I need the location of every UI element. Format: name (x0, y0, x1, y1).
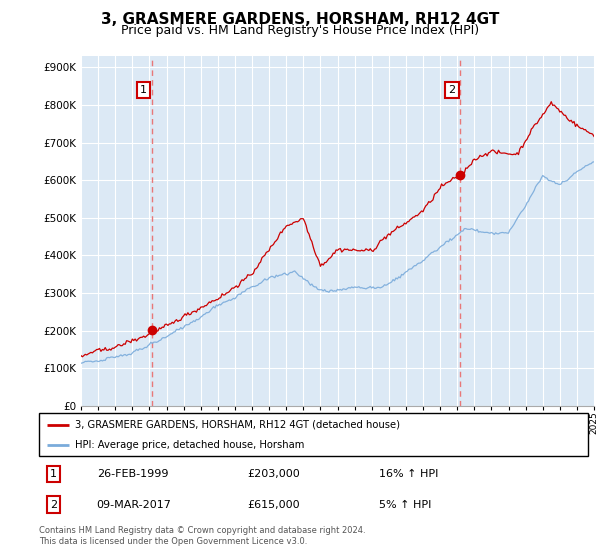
Text: £203,000: £203,000 (248, 469, 301, 479)
Text: £615,000: £615,000 (248, 500, 300, 510)
Text: Contains HM Land Registry data © Crown copyright and database right 2024.
This d: Contains HM Land Registry data © Crown c… (39, 526, 365, 546)
Text: 2: 2 (448, 85, 455, 95)
Text: 1: 1 (140, 85, 147, 95)
Text: HPI: Average price, detached house, Horsham: HPI: Average price, detached house, Hors… (74, 440, 304, 450)
Text: Price paid vs. HM Land Registry's House Price Index (HPI): Price paid vs. HM Land Registry's House … (121, 24, 479, 36)
Text: 5% ↑ HPI: 5% ↑ HPI (379, 500, 432, 510)
Text: 1: 1 (50, 469, 58, 479)
Text: 3, GRASMERE GARDENS, HORSHAM, RH12 4GT: 3, GRASMERE GARDENS, HORSHAM, RH12 4GT (101, 12, 499, 27)
Text: 09-MAR-2017: 09-MAR-2017 (97, 500, 172, 510)
Text: 16% ↑ HPI: 16% ↑ HPI (379, 469, 439, 479)
Text: 3, GRASMERE GARDENS, HORSHAM, RH12 4GT (detached house): 3, GRASMERE GARDENS, HORSHAM, RH12 4GT (… (74, 420, 400, 430)
Text: 2: 2 (50, 500, 58, 510)
Text: 26-FEB-1999: 26-FEB-1999 (97, 469, 168, 479)
